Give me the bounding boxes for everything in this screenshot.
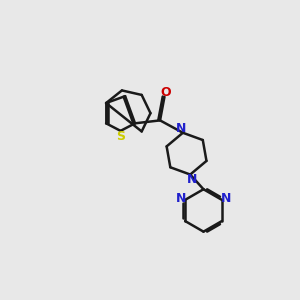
Text: N: N — [176, 192, 186, 205]
Text: N: N — [187, 173, 197, 186]
Text: N: N — [176, 122, 187, 135]
Text: N: N — [221, 192, 232, 205]
Text: S: S — [116, 130, 125, 143]
Text: O: O — [160, 86, 171, 99]
